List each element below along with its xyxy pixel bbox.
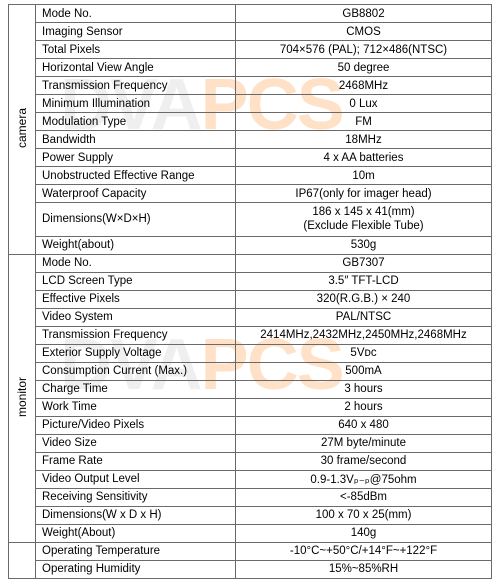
table-row: Exterior Supply Voltage5Vᴅᴄ	[9, 344, 492, 362]
section-env	[9, 542, 36, 578]
table-row: monitor Mode No. GB7307	[9, 254, 492, 272]
row-value: 18MHz	[236, 131, 492, 149]
table-row: Power Supply4 x AA batteries	[9, 149, 492, 167]
table-row: Effective Pixels320(R.G.B.) × 240	[9, 290, 492, 308]
table-row: Frame Rate30 frame/second	[9, 452, 492, 470]
row-label: Weight(About)	[36, 524, 236, 542]
table-row: Video Size27M byte/minute	[9, 434, 492, 452]
row-label: Unobstructed Effective Range	[36, 167, 236, 185]
row-label: Frame Rate	[36, 452, 236, 470]
row-label: Power Supply	[36, 149, 236, 167]
row-label: Charge Time	[36, 380, 236, 398]
section-monitor: monitor	[9, 254, 36, 542]
row-value: <-85dBm	[236, 488, 492, 506]
row-value: 2 hours	[236, 398, 492, 416]
row-label: Video Size	[36, 434, 236, 452]
row-label: Horizontal View Angle	[36, 59, 236, 77]
row-label: Operating Humidity	[36, 560, 236, 578]
row-label: Dimensions(W x D x H)	[36, 506, 236, 524]
table-row: Horizontal View Angle50 degree	[9, 59, 492, 77]
row-label: Mode No.	[36, 5, 236, 23]
row-value: 3.5″ TFT-LCD	[236, 272, 492, 290]
row-value: 2414MHz,2432MHz,2450MHz,2468MHz	[236, 326, 492, 344]
table-row: Picture/Video Pixels640 x 480	[9, 416, 492, 434]
row-value: 640 x 480	[236, 416, 492, 434]
row-value: FM	[236, 113, 492, 131]
row-value: 530g	[236, 236, 492, 254]
row-label: Modulation Type	[36, 113, 236, 131]
row-label: Video System	[36, 308, 236, 326]
row-label: Transmission Frequency	[36, 326, 236, 344]
row-label: Picture/Video Pixels	[36, 416, 236, 434]
row-value: 140g	[236, 524, 492, 542]
row-value: -10°C~+50°C/+14°F~+122°F	[236, 542, 492, 560]
table-row: Charge Time3 hours	[9, 380, 492, 398]
row-value: 0.9-1.3Vₚ₋ₚ@75ohm	[236, 470, 492, 488]
row-value: 320(R.G.B.) × 240	[236, 290, 492, 308]
row-label: Consumption Current (Max.)	[36, 362, 236, 380]
table-row: camera Mode No. GB8802	[9, 5, 492, 23]
table-row: Imaging SensorCMOS	[9, 23, 492, 41]
row-value: 704×576 (PAL); 712×486(NTSC)	[236, 41, 492, 59]
table-row: Receiving Sensitivity<-85dBm	[9, 488, 492, 506]
row-label: LCD Screen Type	[36, 272, 236, 290]
row-label: Exterior Supply Voltage	[36, 344, 236, 362]
row-value: 15%~85%RH	[236, 560, 492, 578]
row-label: Bandwidth	[36, 131, 236, 149]
table-row: Weight(About)140g	[9, 524, 492, 542]
row-label: Effective Pixels	[36, 290, 236, 308]
row-value: 186 x 145 x 41(mm) (Exclude Flexible Tub…	[236, 203, 492, 237]
row-value: 4 x AA batteries	[236, 149, 492, 167]
row-label: Imaging Sensor	[36, 23, 236, 41]
row-value: PAL/NTSC	[236, 308, 492, 326]
table-row: Bandwidth18MHz	[9, 131, 492, 149]
row-value: 50 degree	[236, 59, 492, 77]
row-value: 0 Lux	[236, 95, 492, 113]
table-row: LCD Screen Type3.5″ TFT-LCD	[9, 272, 492, 290]
row-value: 5Vᴅᴄ	[236, 344, 492, 362]
table-row: Transmission Frequency2414MHz,2432MHz,24…	[9, 326, 492, 344]
row-value: 27M byte/minute	[236, 434, 492, 452]
table-row: Weight(about)530g	[9, 236, 492, 254]
row-value: 3 hours	[236, 380, 492, 398]
row-label: Operating Temperature	[36, 542, 236, 560]
table-row: Consumption Current (Max.)500mA	[9, 362, 492, 380]
table-row: Minimum Illumination0 Lux	[9, 95, 492, 113]
row-label: Waterproof Capacity	[36, 185, 236, 203]
row-label: Weight(about)	[36, 236, 236, 254]
table-row: Video Output Level0.9-1.3Vₚ₋ₚ@75ohm	[9, 470, 492, 488]
row-value: GB7307	[236, 254, 492, 272]
row-value: 100 x 70 x 25(mm)	[236, 506, 492, 524]
row-label: Minimum Illumination	[36, 95, 236, 113]
table-row: Dimensions(W×D×H)186 x 145 x 41(mm) (Exc…	[9, 203, 492, 237]
table-row: Transmission Frequency2468MHz	[9, 77, 492, 95]
table-row: Video SystemPAL/NTSC	[9, 308, 492, 326]
table-row: Unobstructed Effective Range10m	[9, 167, 492, 185]
row-label: Mode No.	[36, 254, 236, 272]
row-value: IP67(only for imager head)	[236, 185, 492, 203]
table-row: Waterproof CapacityIP67(only for imager …	[9, 185, 492, 203]
row-value: 2468MHz	[236, 77, 492, 95]
spec-table: camera Mode No. GB8802 Imaging SensorCMO…	[8, 4, 492, 579]
table-row: Total Pixels704×576 (PAL); 712×486(NTSC)	[9, 41, 492, 59]
row-value: 10m	[236, 167, 492, 185]
row-label: Dimensions(W×D×H)	[36, 203, 236, 237]
section-camera: camera	[9, 5, 36, 255]
row-value: GB8802	[236, 5, 492, 23]
row-label: Receiving Sensitivity	[36, 488, 236, 506]
row-label: Work Time	[36, 398, 236, 416]
row-value: 30 frame/second	[236, 452, 492, 470]
table-row: Operating Temperature -10°C~+50°C/+14°F~…	[9, 542, 492, 560]
row-label: Video Output Level	[36, 470, 236, 488]
table-row: Operating Humidity15%~85%RH	[9, 560, 492, 578]
table-row: Modulation TypeFM	[9, 113, 492, 131]
row-value: CMOS	[236, 23, 492, 41]
row-label: Transmission Frequency	[36, 77, 236, 95]
row-label: Total Pixels	[36, 41, 236, 59]
row-value: 500mA	[236, 362, 492, 380]
table-row: Dimensions(W x D x H)100 x 70 x 25(mm)	[9, 506, 492, 524]
table-row: Work Time2 hours	[9, 398, 492, 416]
